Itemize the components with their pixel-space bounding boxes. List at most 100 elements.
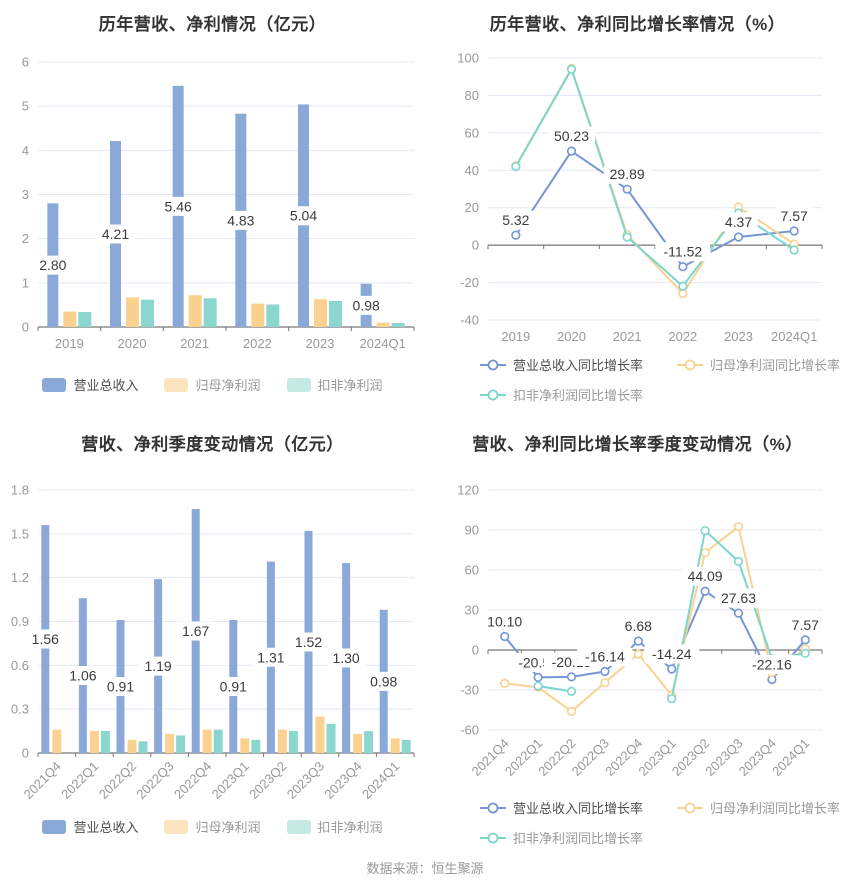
svg-text:60: 60 [465, 125, 479, 140]
svg-text:7.57: 7.57 [792, 617, 819, 633]
svg-text:10.10: 10.10 [487, 614, 522, 630]
legend-label: 扣非净利润 [317, 820, 383, 835]
quarterly-growth-line-chart[interactable]: -60-3003060901202021Q42022Q12022Q22022Q3… [425, 420, 850, 792]
svg-text:1.5: 1.5 [11, 526, 29, 541]
svg-text:3: 3 [22, 187, 29, 202]
svg-text:1: 1 [22, 275, 29, 290]
legend-item-2[interactable]: 归母净利润同比增长率 [677, 355, 840, 374]
chart-legend: 营业总收入 归母净利润 扣非净利润 [0, 375, 425, 394]
svg-text:6: 6 [22, 55, 29, 70]
svg-text:90: 90 [465, 523, 479, 538]
legend-item-1[interactable]: 营业总收入 [42, 375, 138, 394]
svg-text:-30: -30 [460, 683, 479, 698]
legend-label: 归母净利润同比增长率 [710, 801, 841, 816]
legend-label: 归母净利润 [195, 378, 261, 393]
svg-text:120: 120 [457, 483, 479, 498]
legend-swatch-icon [42, 377, 67, 392]
legend-line-marker-icon [480, 832, 506, 843]
svg-text:2022: 2022 [668, 329, 697, 344]
legend-label: 扣非净利润 [317, 378, 383, 393]
svg-text:1.31: 1.31 [257, 649, 284, 665]
legend-line-marker-icon [480, 389, 506, 400]
svg-text:0.98: 0.98 [353, 297, 380, 313]
svg-text:1.52: 1.52 [295, 634, 322, 650]
legend-item-2[interactable]: 归母净利润 [164, 375, 261, 394]
chart-legend: 营业总收入同比增长率 归母净利润同比增长率扣非净利润同比增长率 [480, 355, 850, 404]
svg-text:2022Q3: 2022Q3 [133, 759, 176, 802]
svg-text:50.23: 50.23 [554, 128, 589, 144]
chart-legend: 营业总收入同比增长率 归母净利润同比增长率扣非净利润同比增长率 [480, 798, 850, 847]
chart-legend: 营业总收入 归母净利润 扣非净利润 [0, 817, 425, 836]
svg-text:60: 60 [465, 563, 479, 578]
legend-label: 扣非净利润同比增长率 [513, 831, 644, 846]
svg-text:7.57: 7.57 [781, 208, 808, 224]
svg-text:27.63: 27.63 [721, 590, 756, 606]
legend-swatch-icon [164, 377, 189, 392]
legend-item-1[interactable]: 营业总收入同比增长率 [480, 355, 643, 374]
svg-text:1.56: 1.56 [32, 631, 59, 647]
svg-text:-16.14: -16.14 [585, 649, 625, 665]
svg-text:1.67: 1.67 [182, 623, 209, 639]
svg-text:2.80: 2.80 [39, 257, 66, 273]
chart-title: 营收、净利同比增长率季度变动情况（%） [472, 435, 803, 454]
legend-line-marker-icon [677, 802, 704, 813]
svg-text:2023: 2023 [724, 329, 753, 344]
svg-text:2022Q1: 2022Q1 [58, 759, 101, 802]
svg-text:0.91: 0.91 [220, 679, 247, 695]
svg-text:-60: -60 [460, 723, 479, 738]
legend-item-1[interactable]: 营业总收入 [42, 817, 138, 836]
legend-label: 营业总收入同比增长率 [513, 358, 644, 373]
legend-item-3[interactable]: 扣非净利润同比增长率 [480, 828, 643, 847]
svg-text:0: 0 [472, 643, 479, 658]
legend-item-1[interactable]: 营业总收入同比增长率 [480, 798, 643, 817]
svg-text:-14.24: -14.24 [652, 646, 692, 662]
svg-text:5: 5 [22, 99, 29, 114]
annual-revenue-bar-chart[interactable]: 0 1 2 3 4 5 6 2019 2020 2021 2022 2023 2024Q1 2.80 4.2… [0, 0, 425, 370]
svg-text:2023Q3: 2023Q3 [284, 759, 327, 802]
svg-text:2020: 2020 [557, 329, 586, 344]
svg-text:80: 80 [465, 88, 479, 103]
svg-text:2024Q1: 2024Q1 [771, 329, 817, 344]
svg-text:44.09: 44.09 [688, 568, 723, 584]
svg-text:2021: 2021 [613, 329, 642, 344]
annual-growth-line-chart[interactable]: -40 -20 0 20 40 60 80 100 2019 2020 2021 2022 2023 20… [425, 0, 850, 355]
svg-text:2024Q1: 2024Q1 [359, 759, 402, 802]
svg-text:1.19: 1.19 [144, 658, 171, 674]
svg-text:4.37: 4.37 [725, 214, 752, 230]
svg-text:2021Q4: 2021Q4 [21, 759, 64, 802]
svg-text:2024Q1: 2024Q1 [769, 736, 812, 779]
legend-swatch-icon [42, 819, 67, 834]
legend-item-3[interactable]: 扣非净利润 [286, 817, 383, 836]
legend-label: 营业总收入同比增长率 [513, 801, 644, 816]
svg-text:2019: 2019 [55, 336, 84, 351]
svg-text:-20: -20 [460, 275, 479, 290]
svg-text:-40: -40 [460, 313, 479, 328]
legend-item-2[interactable]: 归母净利润 [164, 817, 261, 836]
svg-text:2: 2 [22, 231, 29, 246]
legend-line-marker-icon [480, 802, 506, 813]
legend-item-2[interactable]: 归母净利润同比增长率 [677, 798, 840, 817]
legend-label: 归母净利润 [195, 820, 261, 835]
svg-text:29.89: 29.89 [610, 166, 645, 182]
svg-text:2022: 2022 [243, 336, 272, 351]
svg-text:100: 100 [457, 51, 479, 66]
svg-text:1.8: 1.8 [11, 483, 29, 498]
legend-swatch-icon [286, 377, 311, 392]
svg-text:2020: 2020 [118, 336, 147, 351]
svg-text:5.46: 5.46 [165, 198, 192, 214]
svg-text:-11.52: -11.52 [663, 244, 702, 260]
svg-text:40: 40 [465, 163, 479, 178]
legend-item-3[interactable]: 扣非净利润同比增长率 [480, 385, 643, 404]
svg-text:6.68: 6.68 [625, 618, 652, 634]
legend-item-3[interactable]: 扣非净利润 [286, 375, 383, 394]
svg-text:-22.16: -22.16 [752, 657, 792, 673]
legend-swatch-icon [164, 819, 189, 834]
svg-text:2024Q1: 2024Q1 [360, 336, 406, 351]
legend-label: 营业总收入 [73, 820, 139, 835]
legend-label: 归母净利润同比增长率 [710, 358, 841, 373]
quarterly-revenue-bar-chart[interactable]: 00.30.60.91.21.51.82021Q42022Q12022Q2202… [0, 420, 425, 812]
svg-text:0: 0 [22, 746, 29, 761]
svg-text:1.30: 1.30 [332, 650, 359, 666]
svg-text:2022Q4: 2022Q4 [171, 759, 214, 802]
svg-text:2023Q2: 2023Q2 [246, 759, 289, 802]
